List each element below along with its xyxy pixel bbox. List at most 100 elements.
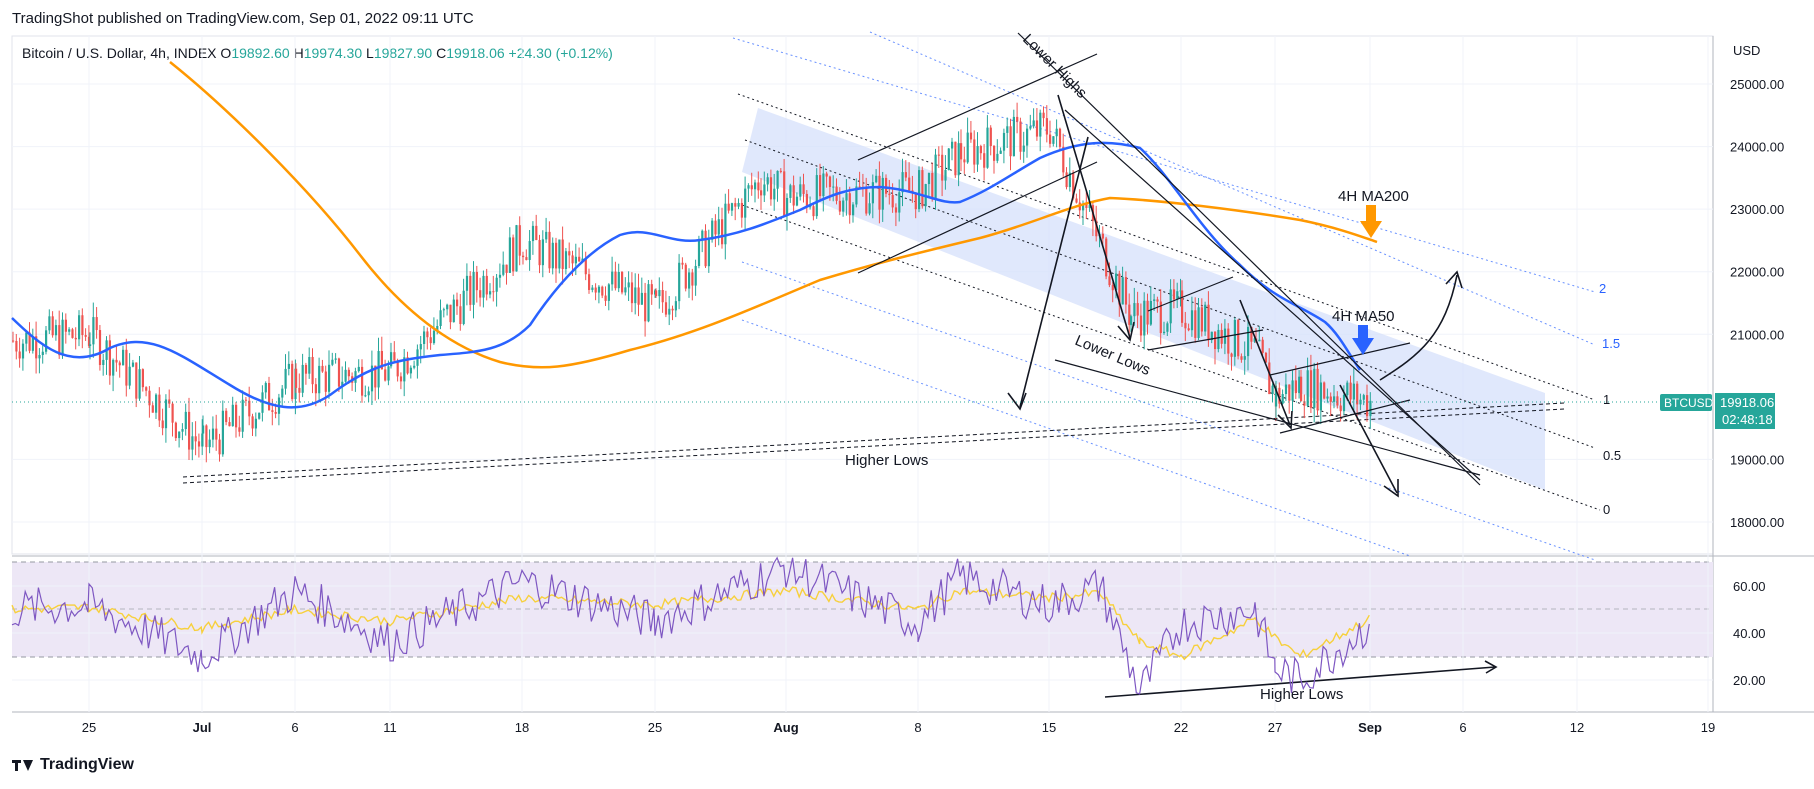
candle-body — [999, 150, 1002, 154]
rsi-tick-label: 40.00 — [1733, 626, 1766, 641]
candle-body — [1346, 382, 1349, 396]
candle-body — [865, 187, 868, 214]
candle-body — [419, 344, 422, 350]
candle-body — [763, 184, 766, 196]
candle-body — [12, 340, 15, 342]
candle-body — [178, 431, 181, 439]
candle-body — [1039, 112, 1042, 137]
candle-body — [231, 404, 234, 427]
candle-body — [449, 304, 452, 323]
candle-body — [403, 357, 406, 382]
candle-body — [18, 351, 21, 359]
candle-body — [1362, 395, 1365, 400]
candle-body — [271, 410, 274, 412]
candle-body — [1237, 319, 1240, 357]
candle-body — [894, 207, 898, 213]
candle-body — [145, 387, 148, 391]
candle-body — [1035, 120, 1039, 137]
candle-body — [809, 206, 812, 208]
candle-body — [432, 330, 436, 344]
ma50-label: 4H MA50 — [1332, 308, 1395, 325]
candle-body — [128, 366, 131, 386]
close-label: C — [436, 45, 447, 61]
candle-body — [495, 277, 498, 292]
higher-lows-rsi-label: Higher Lows — [1260, 686, 1343, 703]
candle-body — [45, 330, 48, 352]
time-tick-label: 6 — [291, 720, 298, 735]
candle-body — [574, 256, 577, 264]
fib-label-1: 1 — [1603, 392, 1610, 407]
candle-body — [1153, 299, 1156, 301]
candle-body — [515, 225, 518, 272]
candle-body — [202, 425, 205, 434]
rsi-ma-line — [11, 586, 1370, 661]
candle-body — [81, 315, 84, 336]
candle-body — [668, 308, 671, 315]
candle-body — [604, 295, 607, 301]
candle-body — [1095, 220, 1098, 237]
candle-body — [969, 132, 973, 140]
price-tick-label: 18000.00 — [1730, 515, 1784, 530]
candle-body — [135, 362, 138, 399]
time-tick-label: 6 — [1459, 720, 1466, 735]
candle-body — [1181, 290, 1184, 323]
ma200-marker-icon — [1360, 205, 1382, 238]
candle-body — [1169, 289, 1172, 324]
price-axis: 25000.00 24000.00 23000.00 22000.00 21000.00… — [1730, 77, 1784, 530]
candle-body — [151, 405, 154, 413]
candle-body — [858, 186, 861, 188]
candle-body — [828, 176, 832, 187]
candle-body — [218, 439, 221, 455]
tradingview-brand[interactable]: TradingView — [12, 756, 134, 774]
candle-body — [621, 271, 624, 293]
candle-body — [396, 360, 399, 377]
candle-body — [1149, 300, 1152, 325]
candle-body — [1278, 387, 1281, 404]
candle-body — [191, 436, 194, 450]
candle-body — [155, 394, 158, 413]
time-tick-label: 15 — [1042, 720, 1056, 735]
candle-body — [1045, 118, 1048, 135]
candle-body — [301, 364, 304, 393]
candle-body — [1166, 323, 1169, 332]
candle-body — [908, 177, 911, 191]
candle-body — [1058, 128, 1062, 147]
publish-header: TradingShot published on TradingView.com… — [12, 10, 474, 27]
candle-body — [331, 359, 334, 365]
candle-body — [452, 299, 455, 323]
candle-body — [211, 428, 215, 440]
price-tick-label: 21000.00 — [1730, 327, 1784, 342]
candle-body — [637, 287, 640, 305]
candle-body — [607, 284, 610, 301]
candle-body — [31, 336, 34, 351]
candle-body — [287, 363, 290, 369]
candle-body — [197, 441, 201, 447]
candle-body — [406, 357, 409, 374]
candle-body — [1200, 307, 1203, 332]
candle-body — [541, 239, 544, 266]
candle-body — [138, 369, 141, 399]
candle-body — [564, 251, 568, 270]
candle-body — [1197, 307, 1200, 338]
candle-body — [241, 399, 244, 432]
candle-body — [1366, 395, 1369, 417]
candle-body — [161, 420, 164, 429]
time-tick-label: 25 — [82, 720, 96, 735]
candle-body — [1088, 205, 1091, 209]
candle-body — [1261, 339, 1264, 353]
candle-body — [48, 316, 51, 331]
time-tick-label: 11 — [383, 720, 397, 735]
candle-body — [482, 275, 485, 298]
candle-body — [98, 330, 102, 365]
candle-body — [1326, 396, 1329, 399]
candle-body — [502, 264, 505, 275]
candle-body — [979, 146, 982, 154]
higher-lows-price-label: Higher Lows — [845, 452, 928, 469]
candle-body — [74, 337, 77, 340]
time-tick-label: 8 — [914, 720, 921, 735]
candle-body — [750, 185, 753, 190]
candle-body — [842, 200, 845, 212]
candle-body — [295, 368, 298, 388]
candle-body — [374, 365, 377, 388]
